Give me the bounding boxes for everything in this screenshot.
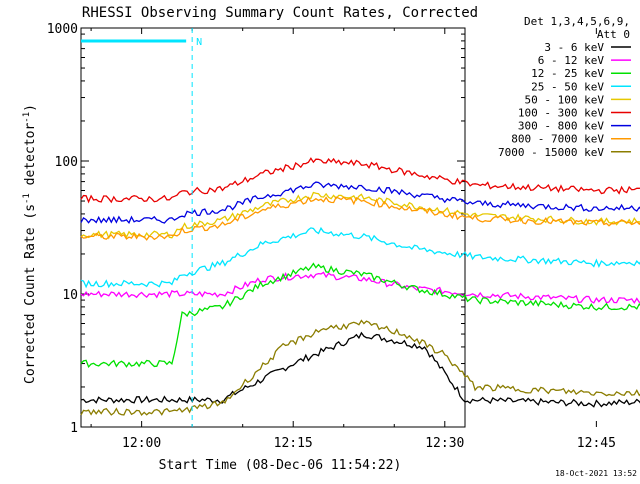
legend-label: 300 - 800 keV (518, 120, 604, 133)
chart-title: RHESSI Observing Summary Count Rates, Co… (82, 5, 478, 21)
series-line (80, 271, 640, 305)
series-line (80, 191, 640, 240)
plot-frame (80, 27, 466, 428)
legend-label: 12 - 25 keV (531, 67, 604, 80)
x-tick-label: 12:45 (577, 436, 616, 451)
x-tick-label: 12:30 (425, 436, 464, 451)
legend-header-1: Det 1,3,4,5,6,9, (524, 15, 630, 28)
y-tick-label: 1000 (47, 22, 78, 37)
series-line (80, 226, 640, 289)
legend-label: 25 - 50 keV (531, 80, 604, 93)
y-tick-label: 100 (55, 155, 78, 170)
legend-label: 3 - 6 keV (544, 41, 604, 54)
y-tick-label: 1 (70, 421, 78, 436)
y-label-end: ) (23, 104, 38, 112)
interval-markers: N (81, 28, 202, 427)
series-line (80, 181, 640, 225)
legend-label: 6 - 12 keV (538, 54, 605, 67)
legend-header-2: Att 0 (597, 28, 630, 41)
series-line (80, 331, 640, 408)
y-label-mid: detector (23, 123, 38, 194)
series-line (80, 262, 640, 369)
y-tick-label: 10 (62, 288, 78, 303)
x-axis-label: Start Time (08-Dec-06 11:54:22) (159, 458, 402, 473)
series-line (80, 157, 640, 204)
y-axis-ticks: 1 10 100 1000 (47, 22, 465, 436)
plot-area-frame (80, 27, 466, 428)
y-label-sup-1: -1 (22, 193, 32, 204)
legend-label: 800 - 7000 keV (511, 133, 604, 146)
y-axis-label: Corrected Count Rate (s-1 detector-1) (22, 104, 38, 384)
series-line (80, 196, 640, 241)
x-tick-label: 12:15 (274, 436, 313, 451)
legend-label: 100 - 300 keV (518, 107, 604, 120)
legend-label: 7000 - 15000 keV (498, 146, 604, 159)
y-label-sup-2: -1 (22, 112, 32, 123)
y-label-main: Corrected Count Rate (s (23, 204, 38, 384)
series-line (80, 319, 640, 417)
x-tick-label: 12:00 (122, 436, 161, 451)
legend-label: 50 - 100 keV (525, 93, 605, 106)
footer-date: 18-Oct-2021 13:52 (555, 469, 637, 478)
series-lines (80, 157, 640, 417)
left-interval-label: N (196, 37, 202, 48)
